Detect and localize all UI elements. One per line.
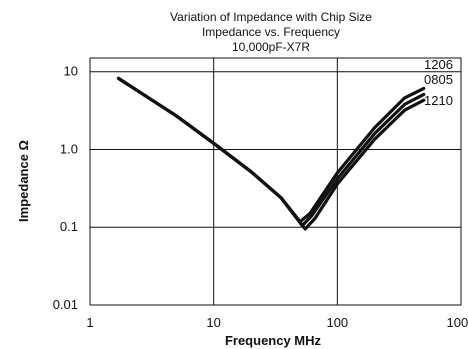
grid-lines: [89, 58, 462, 306]
chart-title: Variation of Impedance with Chip Size: [170, 10, 372, 24]
y-tick-label-2: 1.0: [60, 141, 78, 156]
series-label-1206: 1206: [424, 57, 453, 72]
series-label-1210: 1210: [424, 93, 453, 108]
series-line-1210: [116, 76, 426, 231]
x-axis-label: Frequency MHz: [225, 333, 322, 348]
x-tick-label-1: 10: [206, 315, 220, 330]
y-tick-label-1: 0.1: [60, 219, 78, 234]
series-label-0805: 0805: [424, 72, 453, 87]
y-axis-label: Impedance Ω: [16, 140, 31, 222]
chart-subtitle: Impedance vs. Frequency: [202, 25, 340, 39]
series-lines: [116, 76, 426, 231]
y-tick-label-0: 0.01: [53, 297, 78, 312]
chart-subtitle-2: 10,000pF-X7R: [232, 40, 310, 54]
x-tick-label-2: 100: [326, 315, 348, 330]
x-tick-label-0: 1: [86, 315, 93, 330]
y-tick-label-3: 10: [64, 64, 78, 79]
